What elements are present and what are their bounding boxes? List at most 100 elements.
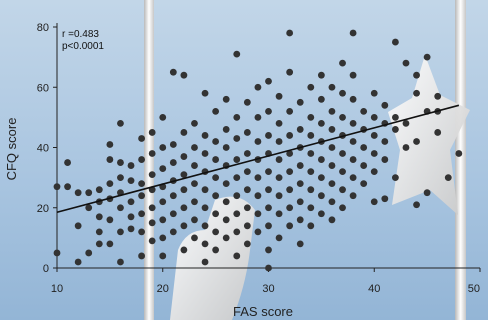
data-point: [117, 120, 124, 127]
data-point: [95, 228, 103, 236]
data-point: [201, 186, 209, 194]
data-point: [339, 168, 346, 176]
data-point: [180, 204, 188, 212]
annotation-p: p<0.0001: [62, 41, 104, 52]
data-point: [360, 144, 368, 151]
pole-right-shape: [455, 0, 466, 320]
data-point: [233, 174, 241, 182]
data-point: [180, 129, 188, 136]
data-point: [423, 189, 431, 197]
data-point: [222, 144, 230, 151]
data-point: [106, 216, 114, 224]
data-point: [349, 29, 357, 37]
data-point: [127, 225, 135, 233]
data-point: [212, 210, 220, 218]
data-point: [381, 101, 389, 109]
data-point: [53, 249, 61, 257]
data-point: [275, 174, 283, 182]
data-point: [127, 198, 135, 206]
data-point: [275, 120, 283, 127]
data-point: [106, 180, 114, 188]
data-point: [286, 204, 294, 212]
data-point: [169, 159, 177, 166]
data-point: [222, 95, 230, 103]
data-point: [180, 222, 188, 230]
data-point: [265, 246, 272, 254]
data-point: [296, 98, 304, 106]
data-point: [307, 113, 315, 121]
data-point: [180, 246, 188, 254]
data-point: [169, 141, 177, 148]
data-point: [286, 168, 294, 176]
data-point: [328, 107, 336, 115]
data-point: [339, 113, 346, 121]
data-point: [286, 68, 294, 76]
x-tick-label: 30: [262, 283, 274, 295]
data-point: [127, 213, 135, 221]
data-point: [117, 204, 124, 212]
data-point: [381, 156, 389, 163]
data-point: [222, 234, 230, 242]
data-point: [423, 53, 431, 61]
data-point: [296, 216, 304, 224]
data-point: [317, 71, 325, 79]
y-tick-label: 40: [37, 143, 49, 155]
data-point: [148, 150, 156, 157]
data-point: [296, 126, 304, 133]
y-tick-label: 0: [43, 263, 49, 275]
data-point: [296, 198, 304, 206]
data-point: [328, 162, 336, 169]
data-point: [402, 144, 410, 151]
data-point: [138, 135, 146, 142]
data-point: [74, 258, 82, 266]
data-point: [381, 195, 389, 203]
data-point: [455, 150, 463, 157]
y-axis-title: CFQ score: [4, 118, 19, 181]
data-point: [222, 126, 230, 133]
data-point: [370, 113, 378, 121]
data-point: [138, 252, 146, 260]
data-point: [138, 156, 146, 163]
data-point: [254, 210, 262, 218]
data-point: [360, 107, 368, 115]
data-point: [307, 204, 315, 212]
data-point: [254, 228, 262, 236]
data-point: [64, 159, 71, 166]
data-point: [159, 252, 167, 260]
data-point: [117, 228, 124, 236]
data-points: [53, 29, 463, 272]
data-point: [191, 162, 198, 169]
data-point: [138, 192, 146, 200]
x-tick-label: 50: [468, 283, 480, 295]
data-point: [349, 156, 357, 163]
data-point: [392, 113, 399, 121]
data-point: [243, 168, 251, 176]
data-point: [349, 71, 357, 79]
data-point: [328, 180, 336, 188]
pole-left-shape: [144, 0, 154, 320]
data-point: [148, 129, 156, 136]
data-point: [328, 198, 336, 206]
data-point: [339, 150, 346, 157]
data-point: [191, 234, 198, 242]
data-point: [307, 150, 315, 157]
data-point: [307, 186, 315, 194]
data-point: [275, 234, 283, 242]
data-point: [169, 228, 177, 236]
data-point: [275, 138, 283, 145]
data-point: [201, 150, 209, 157]
data-point: [392, 126, 399, 133]
data-point: [191, 180, 198, 188]
data-point: [233, 135, 241, 142]
data-point: [95, 213, 103, 221]
x-tick-label: 10: [51, 283, 63, 295]
data-point: [349, 192, 357, 200]
data-point: [212, 228, 220, 236]
data-point: [444, 174, 452, 182]
data-point: [159, 113, 167, 121]
x-tick-label: 40: [368, 283, 380, 295]
data-point: [212, 156, 220, 163]
data-point: [275, 210, 283, 218]
data-point: [413, 71, 420, 79]
